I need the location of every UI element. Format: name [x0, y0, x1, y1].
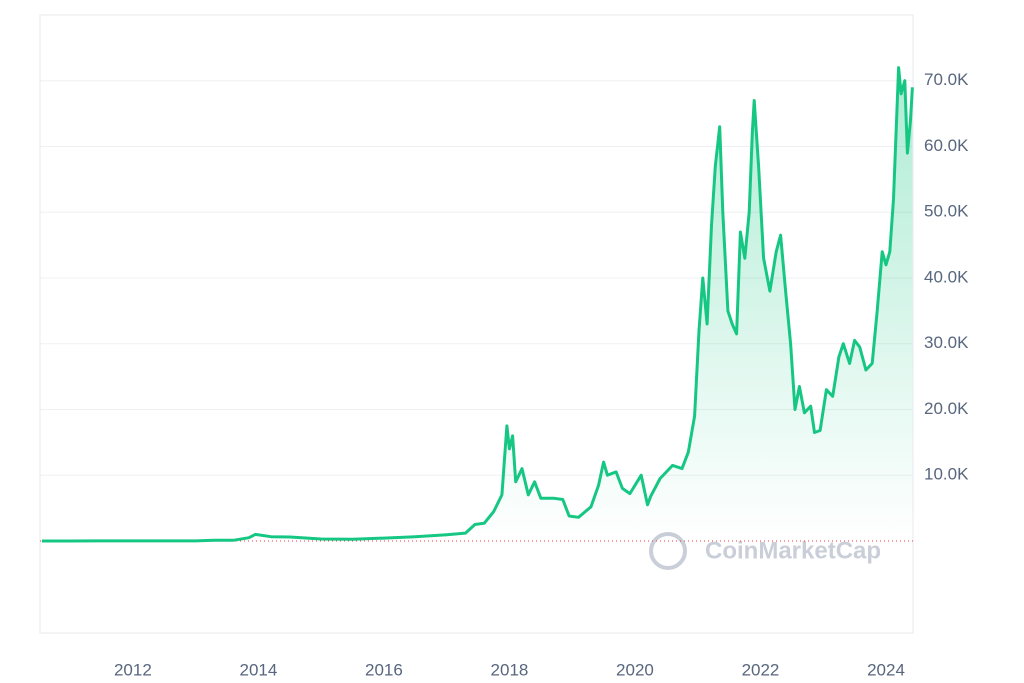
y-tick-label: 60.0K: [924, 136, 969, 155]
y-tick-label: 10.0K: [924, 465, 969, 484]
x-tick-label: 2012: [114, 660, 152, 679]
area: [41, 67, 913, 541]
x-tick-label: 2018: [491, 660, 529, 679]
y-tick-label: 50.0K: [924, 202, 969, 221]
x-tick-label: 2014: [239, 660, 277, 679]
x-tick-label: 2016: [365, 660, 403, 679]
plot-frame: [39, 14, 914, 634]
x-tick-label: 2024: [867, 660, 905, 679]
y-tick-label: 40.0K: [924, 267, 969, 286]
y-tick-label: 70.0K: [924, 70, 969, 89]
x-tick-label: 2020: [616, 660, 654, 679]
x-tick-label: 2022: [742, 660, 780, 679]
price-line: [41, 66, 914, 543]
y-tick-label: 20.0K: [924, 399, 969, 418]
y-tick-label: 30.0K: [924, 333, 969, 352]
watermark: CoinMarketCap: [705, 537, 881, 564]
